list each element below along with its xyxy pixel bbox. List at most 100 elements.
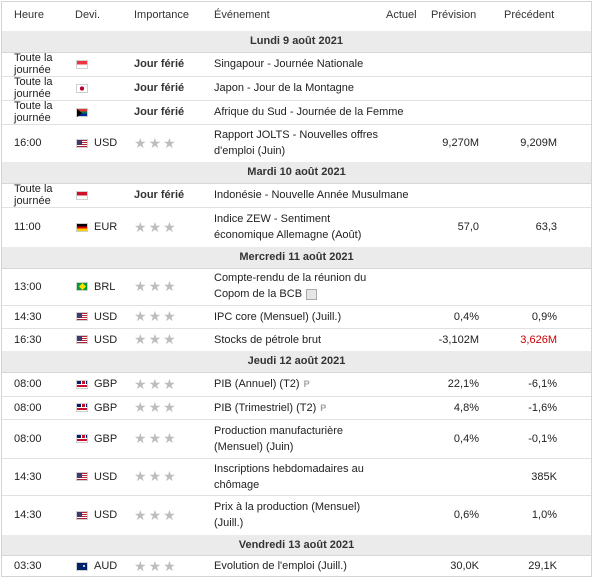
star-icon: ★ [134,375,147,392]
star-icon: ★ [163,468,176,484]
indonesia-flag-icon [76,190,88,200]
star-icon: ★ [134,399,147,415]
star-icon: ★ [163,506,176,523]
event-name[interactable]: PIB (Annuel) (T2) [214,378,300,390]
event-name[interactable]: Inscriptions hebdomadaires au chômage [214,462,364,491]
star-icon: ★ [134,308,147,324]
event-time: 08:00 [14,401,42,414]
event-name[interactable]: PIB (Trimestriel) (T2) [214,401,317,414]
event-name[interactable]: IPC core (Mensuel) (Juill.) [214,310,342,323]
table-row[interactable]: 08:00 GBP ★ ★ ★ PIB (Trimestriel) (T2) P 4,… [2,396,591,420]
event-time: 16:00 [14,137,42,149]
previous-value: 3,626M [520,333,557,346]
header-event[interactable]: Événement [214,9,270,21]
table-row[interactable]: 08:00 GBP ★ ★ ★ Production manufacturière … [2,419,591,459]
table-row[interactable]: 16:00 USD ★ ★ ★ Rapport JOLTS - Nouvelles … [2,124,591,163]
event-name[interactable]: Rapport JOLTS - Nouvelles offres d'emplo… [214,129,379,157]
event-name[interactable]: Stocks de pétrole brut [214,333,322,346]
star-icon: ★ [163,375,176,392]
star-icon: ★ [148,278,162,294]
event-name[interactable]: Compte-rendu de la réunion du Copom de l… [214,272,367,300]
table-row[interactable]: 08:00 GBP ★ ★ ★ PIB (Annuel) (T2) P 22,1% -… [2,372,591,397]
star-icon: ★ [163,218,176,235]
event-name[interactable]: Singapour - Journée Nationale [214,58,364,70]
importance-holiday: Jour férié [134,189,185,201]
importance-stars: ★ ★ ★ [134,458,178,495]
event-time: 08:00 [14,378,42,390]
star-icon: ★ [163,430,176,446]
japan-flag-icon [76,83,88,93]
header-forecast[interactable]: Prévision [431,9,477,21]
forecast-value: -3,102M [438,333,479,346]
star-icon: ★ [134,557,147,574]
star-icon: ★ [163,278,176,294]
star-icon: ★ [134,468,147,484]
table-row[interactable]: 16:30 USD ★ ★ ★ Stocks de pétrole brut -3,… [2,328,591,352]
star-icon: ★ [163,331,176,347]
event-time: Toute la journée [14,76,53,100]
table-row[interactable]: 14:30 USD ★ ★ ★ IPC core (Mensuel) (Juill.… [2,305,591,329]
star-icon: ★ [163,308,176,324]
uk-flag-icon [76,379,88,389]
event-time: 14:30 [14,470,42,483]
currency-code: USD [94,333,118,346]
importance-stars: ★ ★ ★ [134,124,178,162]
document-icon[interactable] [306,288,318,300]
star-icon: ★ [148,218,162,235]
day-header: Mardi 10 août 2021 [2,162,591,184]
header-importance[interactable]: Importance [134,9,190,21]
star-icon: ★ [148,399,162,415]
currency-code: GBP [94,401,118,414]
previous-value: 385K [531,470,557,483]
star-icon: ★ [134,430,147,446]
currency-code: USD [94,470,118,483]
table-row[interactable]: Toute la journée Jour férié Indonésie - … [2,183,591,208]
event-time: Toute la journée [14,52,53,76]
event-time: 14:30 [14,310,42,323]
importance-stars: ★ ★ ★ [134,396,178,419]
header-actual[interactable]: Actuel [386,9,417,21]
star-icon: ★ [134,134,147,151]
header-time[interactable]: Heure [14,9,44,21]
star-icon: ★ [163,399,176,415]
table-row[interactable]: 13:00 BRL ★ ★ ★ Compte-rendu de la réunion… [2,268,591,306]
south-africa-flag-icon [76,107,88,117]
header-previous[interactable]: Précédent [504,9,555,21]
table-row[interactable]: 14:30 USD ★ ★ ★ Inscriptions hebdomadaires… [2,458,591,496]
event-name[interactable]: Prix à la production (Mensuel) (Juill.) [214,501,361,529]
previous-value: 29,1K [528,560,557,572]
currency-code: BRL [94,280,116,293]
event-name[interactable]: Evolution de l'emploi (Juill.) [214,560,347,572]
star-icon: ★ [148,430,162,446]
singapore-flag-icon [76,59,88,69]
germany-flag-icon [76,222,88,232]
star-icon: ★ [148,134,162,151]
brazil-flag-icon [76,282,88,291]
table-row[interactable]: Toute la journée Jour férié Japon - Jour… [2,76,591,101]
event-time: 03:30 [14,560,42,572]
preliminary-icon: P [303,379,310,389]
table-row[interactable]: 11:00 EUR ★ ★ ★ Indice ZEW - Sentiment éco… [2,207,591,248]
table-row[interactable]: 03:30 AUD ★ ★ ★ Evolution de l'emploi (Jui… [2,555,591,577]
forecast-value: 30,0K [450,560,479,572]
importance-stars: ★ ★ ★ [134,328,178,351]
header-currency[interactable]: Devi. [75,9,101,21]
previous-value: -6,1% [528,378,557,390]
forecast-value: 4,8% [453,401,479,414]
table-row[interactable]: Toute la journée Jour férié Singapour - … [2,52,591,77]
forecast-value: 0,4% [453,432,479,445]
forecast-value: 0,4% [453,310,479,323]
event-name[interactable]: Afrique du Sud - Journée de la Femme [214,106,404,118]
event-time: 08:00 [14,432,42,445]
event-name[interactable]: Indice ZEW - Sentiment économique Allema… [214,213,362,241]
star-icon: ★ [163,557,176,574]
event-name[interactable]: Production manufacturière (Mensuel) (Jui… [214,424,344,453]
star-icon: ★ [148,557,162,574]
table-row[interactable]: Toute la journée Jour férié Afrique du S… [2,100,591,125]
star-icon: ★ [148,506,162,523]
event-name[interactable]: Japon - Jour de la Montagne [214,82,355,94]
table-row[interactable]: 14:30 USD ★ ★ ★ Prix à la production (Mens… [2,495,591,536]
uk-flag-icon [76,434,88,443]
previous-value: 63,3 [535,221,557,233]
event-name[interactable]: Indonésie - Nouvelle Année Musulmane [214,189,409,201]
